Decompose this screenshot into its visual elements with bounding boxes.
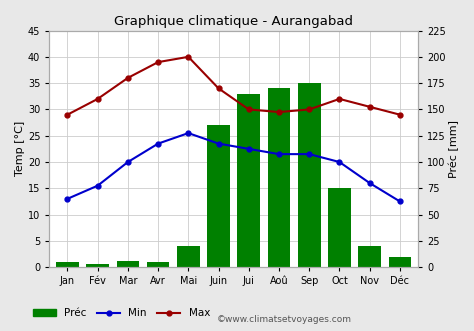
Y-axis label: Temp [°C]: Temp [°C]	[15, 121, 25, 176]
Bar	[298, 83, 320, 267]
Bar	[177, 246, 200, 267]
Bar	[268, 88, 291, 267]
Bar	[389, 257, 411, 267]
Bar	[147, 262, 169, 267]
Bar	[86, 264, 109, 267]
Text: ©www.climatsetvoyages.com: ©www.climatsetvoyages.com	[217, 315, 352, 324]
Bar	[207, 125, 230, 267]
Legend: Préc, Min, Max: Préc, Min, Max	[29, 304, 214, 322]
Bar	[328, 188, 351, 267]
Bar	[56, 262, 79, 267]
Bar	[358, 246, 381, 267]
Y-axis label: Préc [mm]: Préc [mm]	[448, 120, 459, 178]
Title: Graphique climatique - Aurangabad: Graphique climatique - Aurangabad	[114, 15, 353, 28]
Bar	[117, 261, 139, 267]
Bar	[237, 94, 260, 267]
